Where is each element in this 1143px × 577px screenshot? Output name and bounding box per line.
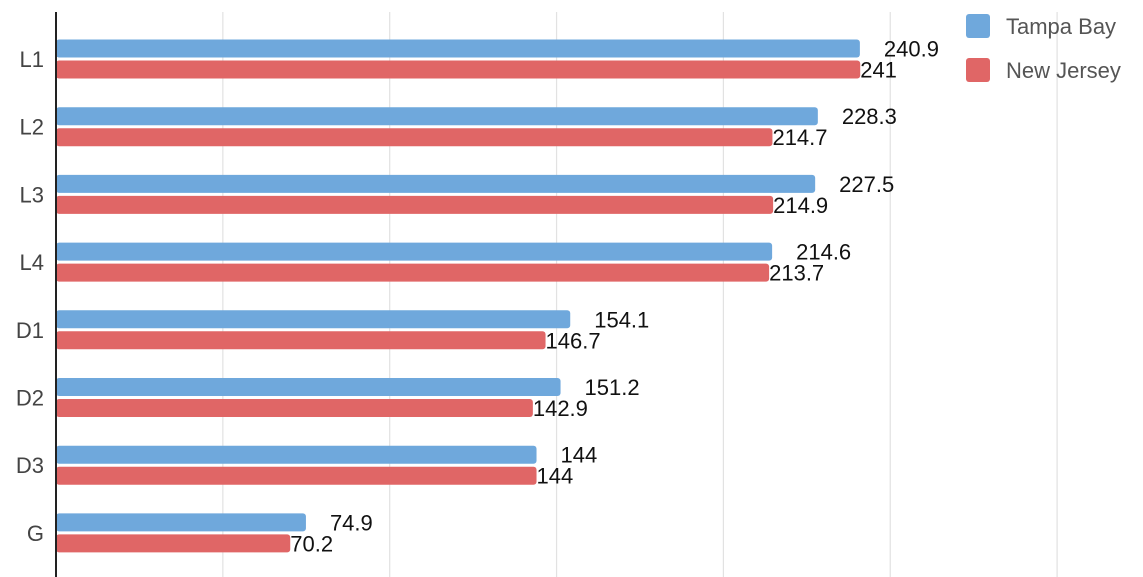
gridlines bbox=[222, 12, 1058, 577]
bar-tampa-bay-l2 bbox=[56, 107, 818, 126]
value-label: 214.7 bbox=[772, 125, 827, 150]
category-label: D1 bbox=[16, 318, 44, 343]
legend-label: Tampa Bay bbox=[1006, 14, 1116, 39]
value-label: 241 bbox=[860, 58, 897, 83]
bar-tampa-bay-d3 bbox=[56, 445, 537, 464]
bar-new-jersey-d1 bbox=[56, 331, 546, 350]
bar-tampa-bay-g bbox=[56, 513, 306, 532]
category-label: L3 bbox=[20, 182, 44, 207]
value-label: 213.7 bbox=[769, 261, 824, 286]
value-label: 74.9 bbox=[330, 510, 373, 535]
category-label: L2 bbox=[20, 115, 44, 140]
category-labels: L1 L2 L3 L4 D1 D2 D3 G bbox=[16, 47, 44, 546]
value-label: 142.9 bbox=[533, 396, 588, 421]
bar-tampa-bay-d2 bbox=[56, 378, 561, 396]
legend-swatch-tampa-bay bbox=[966, 14, 990, 38]
bar-tampa-bay-l1 bbox=[56, 39, 860, 58]
category-label: D2 bbox=[16, 386, 44, 411]
bar-new-jersey-l1 bbox=[56, 60, 861, 79]
bar-tampa-bay-d1 bbox=[56, 310, 571, 329]
bars bbox=[56, 39, 861, 553]
bar-new-jersey-d3 bbox=[56, 466, 537, 485]
category-label: G bbox=[27, 521, 44, 546]
value-label: 70.2 bbox=[290, 531, 333, 556]
bar-new-jersey-l3 bbox=[56, 195, 774, 214]
value-label: 151.2 bbox=[585, 375, 640, 400]
category-label: D3 bbox=[16, 453, 44, 478]
bar-new-jersey-d2 bbox=[56, 399, 533, 417]
legend-swatch-new-jersey bbox=[966, 58, 990, 82]
bar-tampa-bay-l4 bbox=[56, 242, 773, 261]
value-label: 154.1 bbox=[594, 307, 649, 332]
category-label: L4 bbox=[20, 250, 44, 275]
legend-label: New Jersey bbox=[1006, 58, 1121, 83]
value-label: 228.3 bbox=[842, 104, 897, 129]
bar-new-jersey-l2 bbox=[56, 128, 773, 147]
bar-new-jersey-g bbox=[56, 534, 291, 553]
value-label: 144 bbox=[537, 464, 574, 489]
value-label: 214.9 bbox=[773, 193, 828, 218]
value-label: 227.5 bbox=[839, 172, 894, 197]
bar-tampa-bay-l3 bbox=[56, 174, 816, 193]
legend: Tampa Bay New Jersey bbox=[966, 14, 1121, 83]
value-label: 146.7 bbox=[546, 328, 601, 353]
value-label: 144 bbox=[561, 443, 598, 468]
bar-new-jersey-l4 bbox=[56, 263, 770, 282]
value-label: 214.6 bbox=[796, 240, 851, 265]
category-label: L1 bbox=[20, 47, 44, 72]
value-label: 240.9 bbox=[884, 37, 939, 62]
